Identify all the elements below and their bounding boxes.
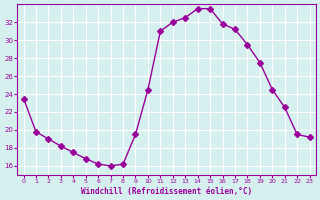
X-axis label: Windchill (Refroidissement éolien,°C): Windchill (Refroidissement éolien,°C) [81, 187, 252, 196]
